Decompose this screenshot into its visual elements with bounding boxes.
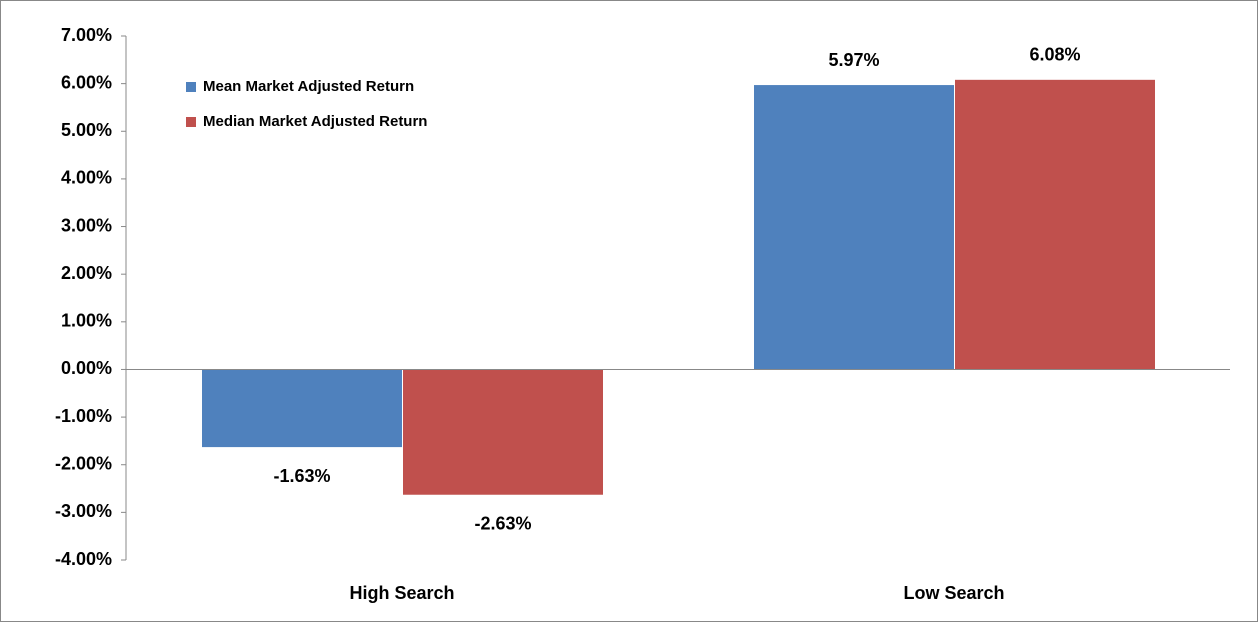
y-tick-label: 2.00% bbox=[61, 263, 112, 283]
y-tick-label: -4.00% bbox=[55, 549, 112, 569]
y-tick-label: 1.00% bbox=[61, 311, 112, 331]
bar bbox=[955, 79, 1155, 370]
x-tick-label: High Search bbox=[349, 583, 454, 603]
data-label: -1.63% bbox=[273, 466, 330, 486]
y-tick-label: -3.00% bbox=[55, 501, 112, 521]
legend-label: Median Market Adjusted Return bbox=[203, 113, 427, 130]
y-tick-label: -1.00% bbox=[55, 406, 112, 426]
y-tick-label: -2.00% bbox=[55, 453, 112, 473]
legend-swatch bbox=[186, 82, 196, 92]
y-tick-label: 0.00% bbox=[61, 358, 112, 378]
bar bbox=[403, 369, 603, 495]
y-tick-label: 3.00% bbox=[61, 215, 112, 235]
y-tick-label: 5.00% bbox=[61, 120, 112, 140]
legend-label: Mean Market Adjusted Return bbox=[203, 78, 414, 95]
y-tick-label: 4.00% bbox=[61, 168, 112, 188]
data-label: -2.63% bbox=[474, 513, 531, 533]
y-tick-label: 7.00% bbox=[61, 25, 112, 45]
data-label: 5.97% bbox=[828, 50, 879, 70]
data-label: 6.08% bbox=[1029, 45, 1080, 65]
y-tick-label: 6.00% bbox=[61, 72, 112, 92]
x-tick-label: Low Search bbox=[903, 583, 1004, 603]
legend-swatch bbox=[186, 117, 196, 127]
bar bbox=[754, 85, 954, 370]
bar bbox=[202, 369, 402, 448]
